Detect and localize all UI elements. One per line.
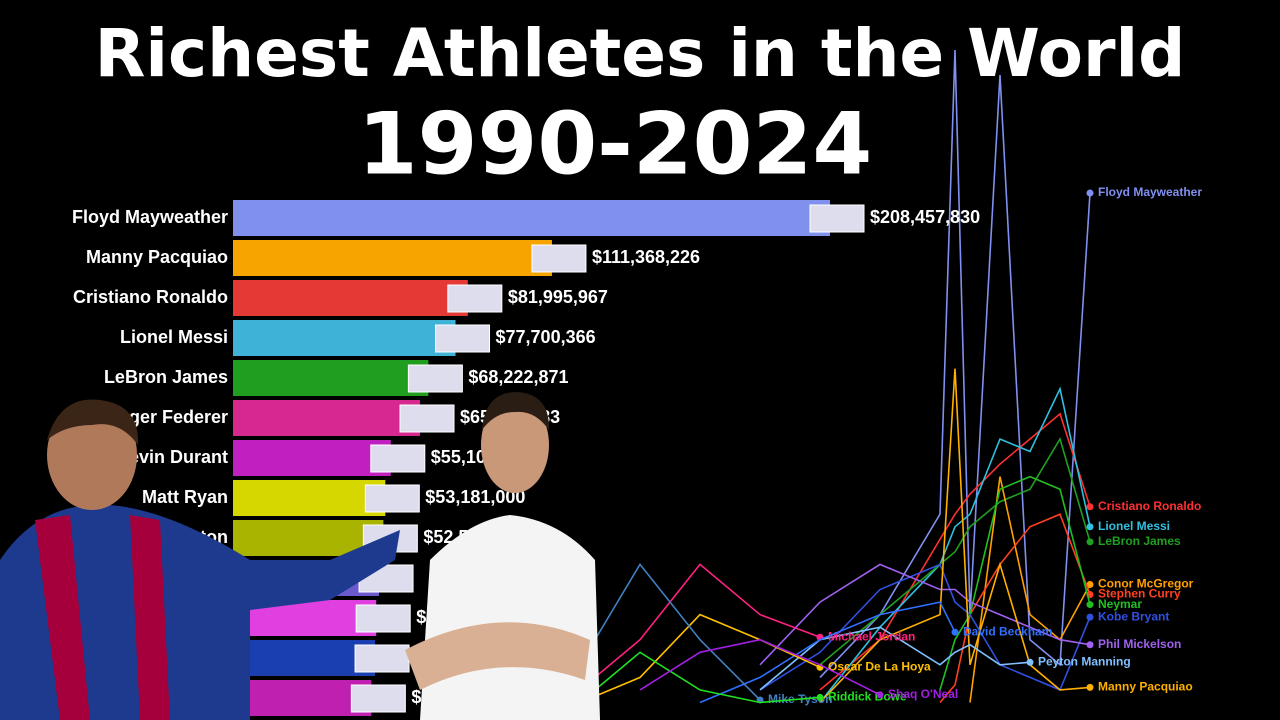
bar-label: Matt Ryan: [142, 487, 228, 507]
end-dot: [1086, 538, 1094, 546]
value-label: $81,995,967: [508, 287, 608, 307]
legend-label: Stephen Curry: [1098, 587, 1181, 601]
bar-label: Cristiano Ronaldo: [73, 287, 228, 307]
ronaldo-hair: [482, 392, 550, 430]
value-label: $77,700,366: [496, 327, 596, 347]
line: [819, 386, 1091, 703]
end-dot: [1086, 503, 1094, 511]
legend-label: Oscar De La Hoya: [828, 659, 931, 673]
end-dot: [1086, 683, 1094, 691]
flag: [364, 484, 420, 513]
bar-label: Kevin Durant: [116, 447, 228, 467]
bar-label: Lionel Messi: [120, 327, 228, 347]
bar-label: LeBron James: [104, 367, 228, 387]
line: [939, 475, 1091, 691]
legend-label: David Beckham: [963, 624, 1052, 638]
line: [819, 437, 1091, 666]
jersey-stripe: [35, 515, 170, 720]
line-chart: Floyd Mayweather Cristiano Ronaldo Lionel …: [579, 49, 1202, 706]
bar: [233, 320, 456, 356]
legend-label: Conor McGregor: [1098, 577, 1194, 591]
line: [759, 626, 1031, 691]
flag: [399, 404, 455, 433]
bar-label: Roger Federer: [105, 407, 228, 427]
end-dot: [876, 691, 884, 699]
flag: [809, 204, 865, 233]
legend-label: Cristiano Ronaldo: [1098, 499, 1201, 513]
legend-label: Phil Mickelson: [1098, 637, 1181, 651]
line: [759, 563, 1091, 691]
end-dot: [1086, 189, 1094, 197]
bar: [233, 240, 552, 276]
chart-subtitle: 1990-2024: [358, 94, 872, 194]
messi-hair: [47, 399, 139, 445]
ronaldo-shirt: [420, 515, 600, 720]
legend-label: Neymar: [1098, 597, 1142, 611]
end-dot: [1026, 658, 1034, 666]
bar: [233, 360, 429, 396]
legend-label: LeBron James: [1098, 534, 1181, 548]
end-dot: [1086, 613, 1094, 621]
line: [759, 563, 1091, 666]
line: [579, 651, 821, 704]
flag: [435, 324, 491, 353]
bar: [233, 480, 386, 516]
messi-jersey: [0, 504, 400, 720]
bar-label: Floyd Mayweather: [72, 207, 228, 227]
end-dot: [1086, 641, 1094, 649]
value-label: $68,222,871: [468, 367, 568, 387]
line: [699, 601, 956, 704]
end-dot: [1086, 523, 1094, 531]
ronaldo-head: [481, 397, 549, 493]
value-label: $111,368,226: [592, 247, 700, 267]
legend-label: Peyton Manning: [1038, 654, 1131, 668]
flag: [407, 364, 463, 393]
legend-label: Kobe Bryant: [1098, 609, 1169, 623]
line: [639, 638, 881, 696]
end-dot: [1086, 581, 1094, 589]
bar: [233, 640, 376, 676]
legend-label: Lionel Messi: [1098, 519, 1170, 533]
flag: [447, 284, 503, 313]
flag: [354, 644, 410, 673]
bar: [233, 440, 391, 476]
end-dot: [951, 628, 959, 636]
flag: [350, 684, 406, 713]
bar: [233, 680, 372, 716]
flag: [370, 444, 426, 473]
line: [819, 368, 1091, 704]
legend-label: Floyd Mayweather: [1098, 185, 1202, 199]
chart-title: Richest Athletes in the World: [95, 15, 1186, 92]
line: [969, 476, 1091, 703]
bar: [233, 280, 468, 316]
legend-label: Shaq O'Neal: [888, 687, 958, 701]
end-dot: [816, 693, 824, 701]
value-label: $208,457,830: [870, 207, 980, 227]
bar: [233, 400, 421, 436]
ronaldo-arms: [405, 622, 590, 690]
player-overlay: [0, 392, 600, 720]
legend-label: Michael Jordan: [828, 629, 915, 643]
flag: [355, 604, 411, 633]
legend-label: Manny Pacquiao: [1098, 680, 1193, 694]
value-label: $53,181,000: [425, 487, 525, 507]
line: [579, 563, 821, 691]
legend-label: Riddick Bowe: [828, 690, 907, 704]
flag: [531, 244, 587, 273]
line: [579, 562, 761, 701]
bar-label: Manny Pacquiao: [86, 247, 228, 267]
bar: [233, 200, 830, 236]
end-dot: [1086, 601, 1094, 609]
